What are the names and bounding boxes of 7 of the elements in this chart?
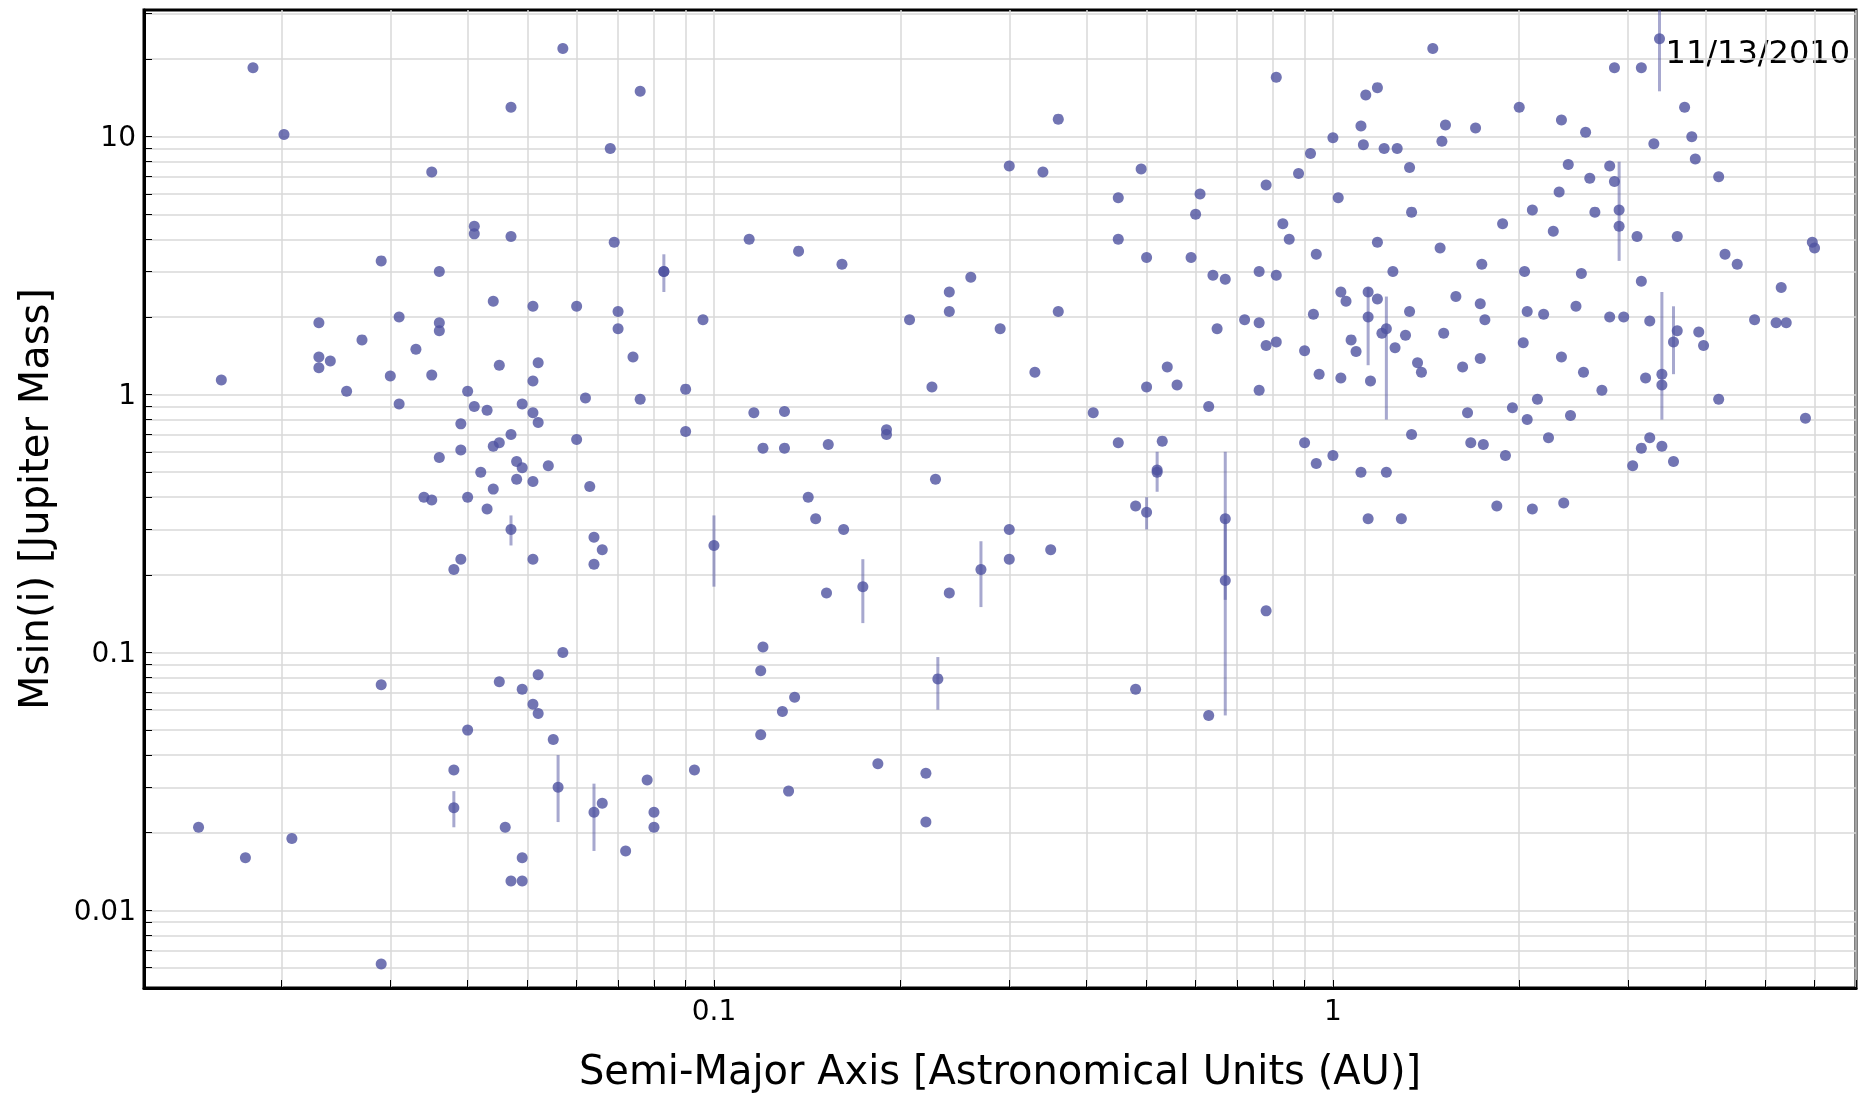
y-tick-label: 0.1 xyxy=(91,635,136,669)
x-axis-title: Semi-Major Axis [Astronomical Units (AU)] xyxy=(578,1047,1422,1093)
annotation: 11/13/2010 xyxy=(1665,33,1850,71)
y-tick-label: 1 xyxy=(118,378,136,412)
y-axis-title: Msin(i) [Jupiter Mass] xyxy=(11,288,57,710)
y-tick-label: 0.01 xyxy=(73,893,136,927)
y-tick-label: 10 xyxy=(100,120,136,154)
